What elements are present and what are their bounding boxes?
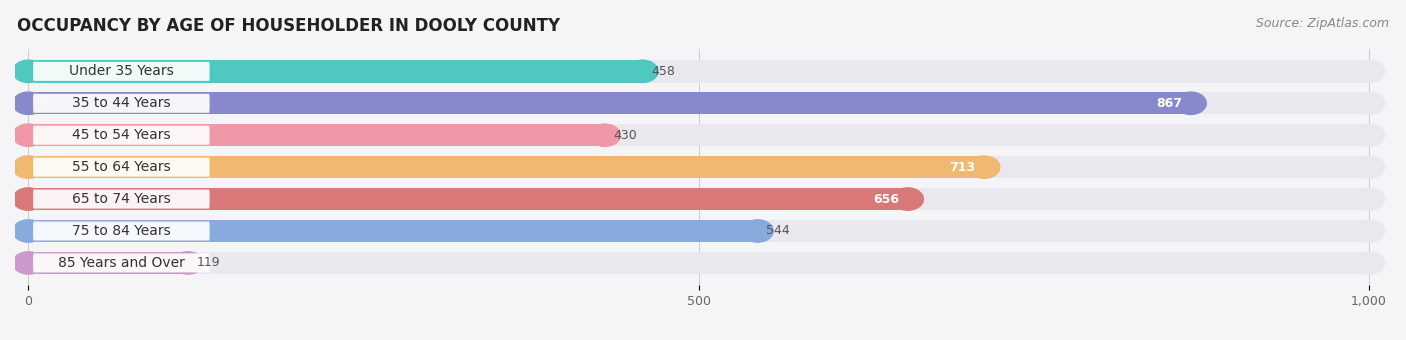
Bar [28,188,908,210]
Ellipse shape [1354,188,1385,210]
Text: 45 to 54 Years: 45 to 54 Years [72,128,170,142]
FancyBboxPatch shape [34,158,209,177]
Bar [28,252,1369,274]
Bar [28,156,1369,178]
Bar [28,60,643,83]
Ellipse shape [13,92,44,115]
Ellipse shape [13,252,44,274]
FancyBboxPatch shape [34,94,209,113]
Ellipse shape [1354,60,1385,83]
Bar [28,188,1369,210]
Text: 65 to 74 Years: 65 to 74 Years [72,192,170,206]
Ellipse shape [13,156,44,178]
Ellipse shape [13,188,44,210]
Ellipse shape [13,156,44,178]
Ellipse shape [893,188,924,210]
Text: 544: 544 [766,224,790,238]
Text: 656: 656 [873,192,898,206]
Ellipse shape [1354,220,1385,242]
Ellipse shape [13,124,44,147]
Text: 430: 430 [613,129,637,142]
Text: 75 to 84 Years: 75 to 84 Years [72,224,170,238]
Bar [28,220,1369,242]
FancyBboxPatch shape [34,126,209,145]
Ellipse shape [969,156,1000,178]
Text: 867: 867 [1156,97,1182,110]
Ellipse shape [13,252,44,274]
Ellipse shape [13,220,44,242]
Bar [28,220,758,242]
FancyBboxPatch shape [34,190,209,208]
Bar [28,92,1191,115]
Ellipse shape [13,60,44,83]
Bar [28,60,1369,83]
Text: 55 to 64 Years: 55 to 64 Years [72,160,170,174]
Ellipse shape [1354,156,1385,178]
Ellipse shape [1354,252,1385,274]
Text: 713: 713 [949,160,976,174]
Text: Under 35 Years: Under 35 Years [69,64,174,78]
Ellipse shape [627,60,658,83]
Text: 35 to 44 Years: 35 to 44 Years [72,96,170,110]
Text: 458: 458 [651,65,675,78]
Ellipse shape [1354,92,1385,115]
Ellipse shape [13,60,44,83]
FancyBboxPatch shape [34,62,209,81]
Bar [28,92,1369,115]
Ellipse shape [742,220,773,242]
Ellipse shape [173,252,204,274]
Bar [28,124,1369,147]
Ellipse shape [13,124,44,147]
Ellipse shape [1175,92,1206,115]
Text: 119: 119 [197,256,221,269]
Ellipse shape [589,124,620,147]
Bar [28,252,188,274]
FancyBboxPatch shape [34,221,209,240]
Ellipse shape [13,92,44,115]
Text: 85 Years and Over: 85 Years and Over [58,256,184,270]
Ellipse shape [13,188,44,210]
Bar [28,124,605,147]
Bar [28,156,984,178]
Ellipse shape [13,220,44,242]
Ellipse shape [1354,124,1385,147]
Text: OCCUPANCY BY AGE OF HOUSEHOLDER IN DOOLY COUNTY: OCCUPANCY BY AGE OF HOUSEHOLDER IN DOOLY… [17,17,560,35]
Text: Source: ZipAtlas.com: Source: ZipAtlas.com [1256,17,1389,30]
FancyBboxPatch shape [34,253,209,272]
